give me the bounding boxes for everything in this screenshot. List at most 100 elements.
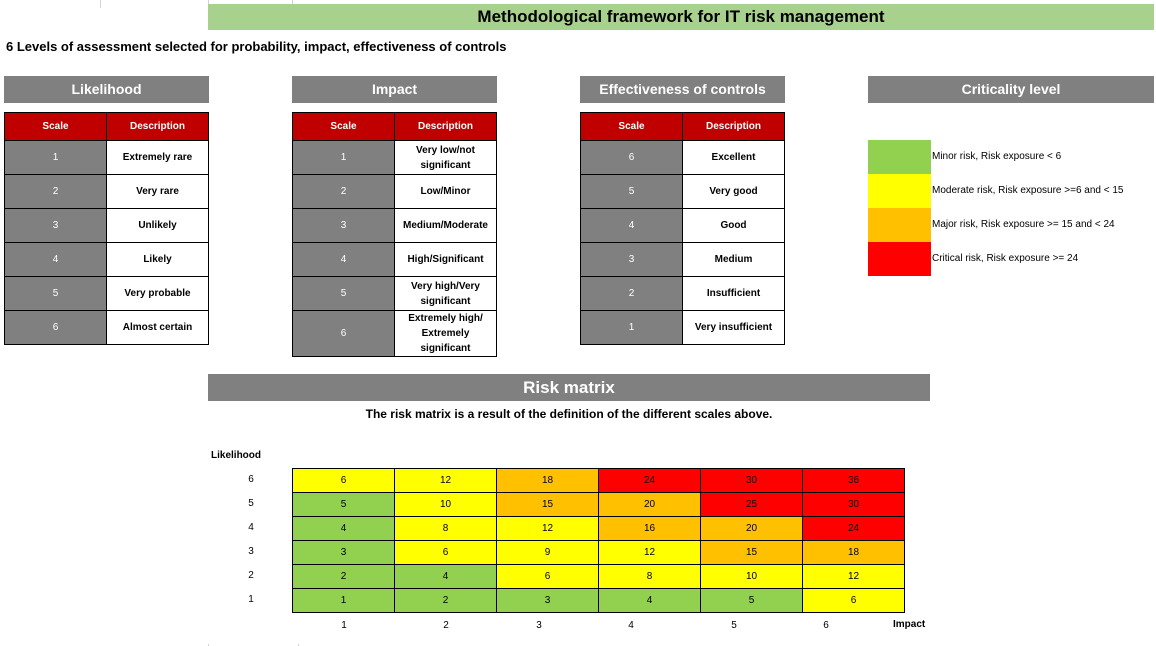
matrix-cell[interactable]: 6 [394, 540, 497, 565]
table-row: 1 Extremely rare [4, 140, 209, 175]
matrix-cell[interactable]: 10 [394, 492, 497, 517]
matrix-cell[interactable]: 2 [394, 588, 497, 613]
matrix-cell[interactable]: 20 [700, 516, 803, 541]
sheet-gridline [100, 0, 101, 8]
matrix-cell[interactable]: 16 [598, 516, 701, 541]
scale-cell[interactable]: 2 [4, 174, 107, 209]
impact-axis-tick: 5 [731, 620, 737, 631]
scale-cell[interactable]: 4 [292, 242, 395, 277]
scale-cell[interactable]: 1 [4, 140, 107, 175]
matrix-cell[interactable]: 12 [496, 516, 599, 541]
matrix-cell[interactable]: 12 [394, 468, 497, 493]
table-row: 2 Insufficient [580, 276, 785, 311]
matrix-cell[interactable]: 8 [598, 564, 701, 589]
matrix-cell[interactable]: 10 [700, 564, 803, 589]
matrix-cell[interactable]: 3 [292, 540, 395, 565]
matrix-cell[interactable]: 24 [802, 516, 905, 541]
matrix-row: 3 6 9 12 15 18 [292, 540, 905, 565]
scale-cell[interactable]: 3 [292, 208, 395, 243]
description-cell[interactable]: Excellent [682, 140, 785, 175]
description-cell[interactable]: Likely [106, 242, 209, 277]
impact-axis-tick: 4 [628, 620, 634, 631]
matrix-cell[interactable]: 30 [802, 492, 905, 517]
matrix-cell[interactable]: 20 [598, 492, 701, 517]
matrix-cell[interactable]: 3 [496, 588, 599, 613]
scale-cell[interactable]: 4 [580, 208, 683, 243]
scale-cell[interactable]: 6 [292, 310, 395, 357]
criticality-label-major: Major risk, Risk exposure >= 15 and < 24 [932, 219, 1115, 230]
table-row: 4 Likely [4, 242, 209, 277]
description-cell[interactable]: Very low/not significant [394, 140, 497, 175]
impact-header: Impact [292, 76, 497, 103]
table-row: 2 Low/Minor [292, 174, 497, 209]
matrix-cell[interactable]: 24 [598, 468, 701, 493]
matrix-cell[interactable]: 12 [802, 564, 905, 589]
description-cell[interactable]: Very probable [106, 276, 209, 311]
table-row: 1 Very insufficient [580, 310, 785, 345]
scale-cell[interactable]: 3 [4, 208, 107, 243]
matrix-cell[interactable]: 4 [598, 588, 701, 613]
matrix-cell[interactable]: 1 [292, 588, 395, 613]
matrix-cell[interactable]: 15 [700, 540, 803, 565]
scale-cell[interactable]: 5 [292, 276, 395, 311]
scale-cell[interactable]: 5 [4, 276, 107, 311]
matrix-cell[interactable]: 18 [802, 540, 905, 565]
description-cell[interactable]: Very insufficient [682, 310, 785, 345]
matrix-cell[interactable]: 5 [700, 588, 803, 613]
description-cell[interactable]: Good [682, 208, 785, 243]
criticality-swatch-critical [868, 242, 931, 276]
scale-cell[interactable]: 1 [580, 310, 683, 345]
description-cell[interactable]: Unlikely [106, 208, 209, 243]
description-cell[interactable]: Low/Minor [394, 174, 497, 209]
scale-cell[interactable]: 4 [4, 242, 107, 277]
description-cell[interactable]: Medium/Moderate [394, 208, 497, 243]
table-row: 4 High/Significant [292, 242, 497, 277]
scale-cell[interactable]: 3 [580, 242, 683, 277]
effectiveness-table: Scale Description 6 Excellent 5 Very good … [580, 112, 785, 345]
matrix-row: 5 10 15 20 25 30 [292, 492, 905, 517]
matrix-cell[interactable]: 4 [292, 516, 395, 541]
description-cell[interactable]: High/Significant [394, 242, 497, 277]
criticality-swatch-minor [868, 140, 931, 174]
matrix-cell[interactable]: 15 [496, 492, 599, 517]
page-title: Methodological framework for IT risk man… [208, 4, 1154, 30]
likelihood-axis-tick: 2 [248, 570, 254, 581]
matrix-cell[interactable]: 8 [394, 516, 497, 541]
scale-cell[interactable]: 2 [580, 276, 683, 311]
impact-col-description: Description [394, 112, 497, 141]
table-row: 6 Almost certain [4, 310, 209, 345]
risk-matrix-title: Risk matrix [208, 374, 930, 401]
matrix-row: 2 4 6 8 10 12 [292, 564, 905, 589]
matrix-cell[interactable]: 9 [496, 540, 599, 565]
matrix-cell[interactable]: 6 [802, 588, 905, 613]
scale-cell[interactable]: 2 [292, 174, 395, 209]
matrix-cell[interactable]: 4 [394, 564, 497, 589]
description-cell[interactable]: Almost certain [106, 310, 209, 345]
matrix-cell[interactable]: 18 [496, 468, 599, 493]
description-cell[interactable]: Very good [682, 174, 785, 209]
matrix-cell[interactable]: 2 [292, 564, 395, 589]
description-cell[interactable]: Extremely rare [106, 140, 209, 175]
impact-axis-tick: 2 [443, 620, 449, 631]
scale-cell[interactable]: 6 [580, 140, 683, 175]
matrix-cell[interactable]: 12 [598, 540, 701, 565]
description-cell[interactable]: Insufficient [682, 276, 785, 311]
likelihood-axis-tick: 5 [248, 498, 254, 509]
matrix-cell[interactable]: 25 [700, 492, 803, 517]
matrix-cell[interactable]: 30 [700, 468, 803, 493]
description-cell[interactable]: Very rare [106, 174, 209, 209]
matrix-cell[interactable]: 6 [292, 468, 395, 493]
matrix-cell[interactable]: 36 [802, 468, 905, 493]
page-subtitle: 6 Levels of assessment selected for prob… [6, 39, 507, 54]
description-cell[interactable]: Very high/Very significant [394, 276, 497, 311]
scale-cell[interactable]: 5 [580, 174, 683, 209]
description-cell[interactable]: Medium [682, 242, 785, 277]
matrix-cell[interactable]: 6 [496, 564, 599, 589]
scale-cell[interactable]: 6 [4, 310, 107, 345]
matrix-cell[interactable]: 5 [292, 492, 395, 517]
risk-matrix-note: The risk matrix is a result of the defin… [365, 407, 773, 421]
scale-cell[interactable]: 1 [292, 140, 395, 175]
table-row: 3 Medium [580, 242, 785, 277]
description-cell[interactable]: Extremely high/ Extremely significant [394, 310, 497, 357]
table-row: 3 Unlikely [4, 208, 209, 243]
